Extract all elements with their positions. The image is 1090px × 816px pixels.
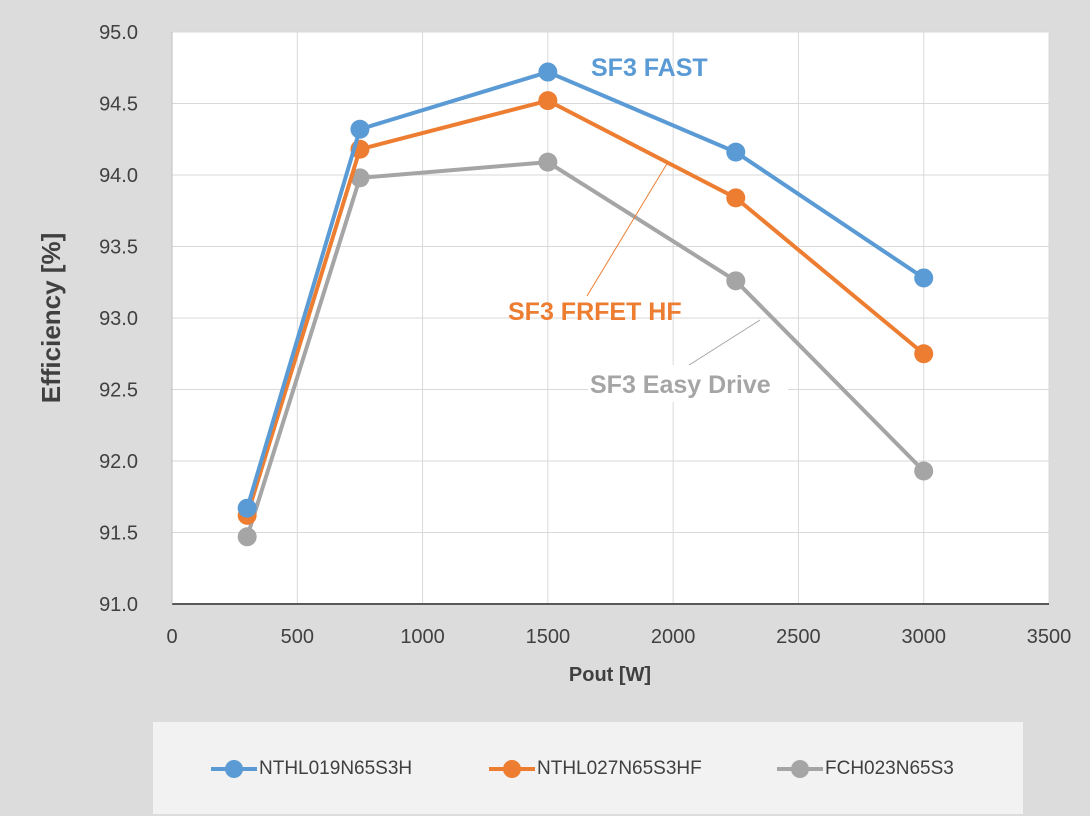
frfet-leader-line xyxy=(586,161,669,297)
y-tick-label: 92.0 xyxy=(99,451,138,473)
series-nthl019n65s3h xyxy=(237,62,934,518)
annotation-sf3-fast: SF3 FAST xyxy=(591,54,708,82)
x-tick-label: 3500 xyxy=(1027,626,1072,648)
data-point xyxy=(726,271,746,291)
x-tick-labels: 0 500 1000 1500 2000 2500 3000 3500 xyxy=(166,626,1071,648)
data-point xyxy=(538,152,558,172)
x-tick-label: 1500 xyxy=(526,626,571,648)
y-tick-label: 93.0 xyxy=(99,308,138,330)
legend-label: NTHL019N65S3H xyxy=(259,758,413,779)
legend-label: FCH023N65S3 xyxy=(825,758,954,779)
legend-item-fch023n65s3: FCH023N65S3 xyxy=(777,757,954,781)
efficiency-line-chart: 91.0 91.5 92.0 92.5 93.0 93.5 94.0 94.5 95.0 0 50… xyxy=(36,22,1071,686)
legend-marker-icon xyxy=(777,759,823,779)
legend: NTHL019N65S3H NTHL027N65S3HF FCH023N65S3 xyxy=(153,722,1023,814)
data-point xyxy=(726,188,746,208)
x-tick-label: 2500 xyxy=(776,626,821,648)
legend-item-nthl027n65s3hf: NTHL027N65S3HF xyxy=(489,757,702,781)
y-tick-label: 91.0 xyxy=(99,594,138,616)
series-fch023n65s3 xyxy=(237,152,934,547)
data-point xyxy=(350,119,370,139)
x-tick-label: 0 xyxy=(166,626,177,648)
data-point xyxy=(237,527,257,547)
y-tick-label: 94.5 xyxy=(99,94,138,116)
data-point xyxy=(914,344,934,364)
easy-drive-leader-line xyxy=(685,319,761,368)
y-tick-label: 94.0 xyxy=(99,165,138,187)
y-tick-label: 93.5 xyxy=(99,237,138,259)
data-series xyxy=(237,62,934,547)
x-axis-title: Pout [W] xyxy=(569,664,651,686)
y-tick-label: 91.5 xyxy=(99,523,138,545)
x-tick-label: 2000 xyxy=(651,626,696,648)
easy-drive-label-bg xyxy=(588,365,788,402)
y-tick-label: 92.5 xyxy=(99,380,138,402)
data-point xyxy=(914,268,934,288)
y-axis-title: Efficiency [%] xyxy=(36,233,66,404)
y-tick-labels: 91.0 91.5 92.0 92.5 93.0 93.5 94.0 94.5 95.0 xyxy=(99,22,138,616)
data-point xyxy=(350,168,370,188)
data-point xyxy=(538,62,558,82)
data-point xyxy=(237,498,257,518)
legend-marker-icon xyxy=(489,759,535,779)
x-tick-label: 1000 xyxy=(400,626,445,648)
legend-item-nthl019n65s3h: NTHL019N65S3H xyxy=(211,757,412,781)
data-point xyxy=(538,91,558,111)
data-point xyxy=(914,461,934,481)
x-tick-label: 3000 xyxy=(901,626,946,648)
data-point xyxy=(726,142,746,162)
x-tick-label: 500 xyxy=(281,626,314,648)
annotations: SF3 FAST SF3 FRFET HF SF3 Easy Drive xyxy=(508,54,788,402)
legend-marker-icon xyxy=(211,759,257,779)
annotation-sf3-easy-drive: SF3 Easy Drive xyxy=(590,371,771,399)
annotation-sf3-frfet-hf: SF3 FRFET HF xyxy=(508,298,682,326)
legend-label: NTHL027N65S3HF xyxy=(537,758,702,779)
y-tick-label: 95.0 xyxy=(99,22,138,44)
